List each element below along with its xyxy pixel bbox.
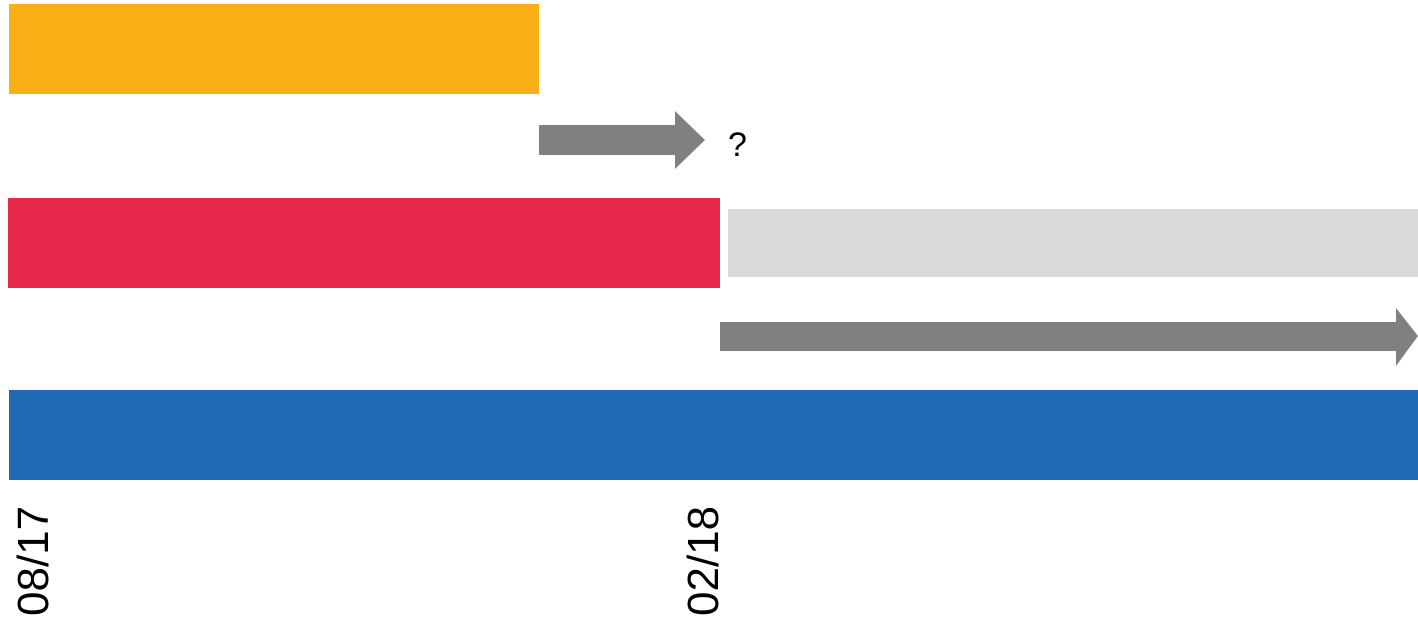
- mid-date-label: 02/18: [679, 506, 728, 616]
- long-arrow-icon: [720, 308, 1418, 366]
- short-arrow-icon: [539, 111, 705, 169]
- orange-bar: [9, 4, 539, 94]
- light-gray-bar: [728, 209, 1418, 277]
- red-bar: [8, 198, 720, 288]
- start-date-label: 08/17: [9, 506, 58, 616]
- question-mark-label: ?: [728, 126, 747, 164]
- blue-bar: [9, 390, 1418, 480]
